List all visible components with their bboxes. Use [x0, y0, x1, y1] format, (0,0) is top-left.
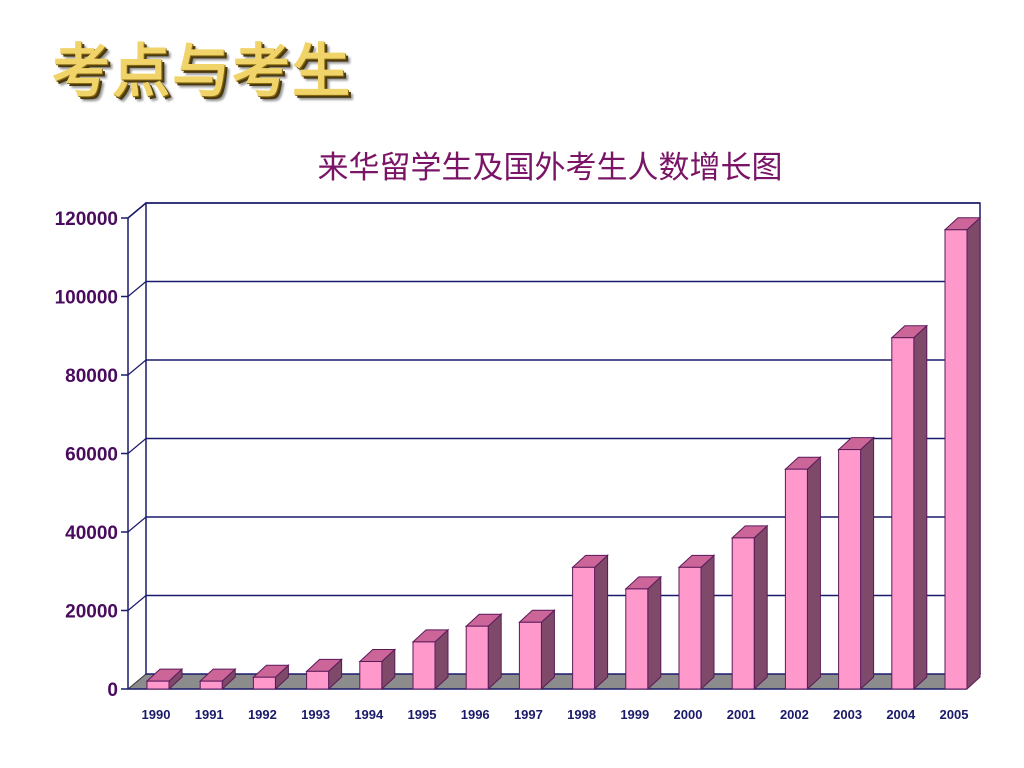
x-tick-label: 2005	[940, 707, 969, 722]
bar-front	[252, 676, 276, 690]
bar-side	[594, 554, 609, 691]
gridline-side	[127, 281, 147, 297]
bar-side	[806, 456, 821, 691]
bar-front	[678, 566, 702, 690]
x-tick-label: 2001	[727, 707, 756, 722]
bar-front	[146, 680, 170, 690]
bar-2000	[677, 554, 716, 691]
left-wall-top	[127, 202, 147, 219]
bar-1990	[145, 668, 184, 691]
x-tick-label: 2003	[833, 707, 862, 722]
x-tick-label: 1994	[354, 707, 384, 722]
bar-side	[700, 554, 715, 691]
bar-side	[487, 613, 502, 691]
bar-1997	[518, 609, 556, 691]
x-tick-label: 2002	[780, 707, 809, 722]
x-tick-labels: 1990 1991 1992 1993 1994 1995 1996 1997 1998 1999…	[142, 707, 969, 722]
bar-side	[753, 524, 768, 691]
x-tick-label: 1996	[461, 707, 490, 722]
bar-front	[838, 449, 862, 690]
bar-side	[913, 324, 928, 691]
bar-front	[199, 680, 223, 690]
bar-front	[784, 468, 808, 690]
bar-2002	[784, 456, 822, 691]
y-tick-label: 40000	[65, 523, 118, 544]
x-tick-label: 2004	[886, 707, 916, 722]
bar-front	[306, 670, 330, 690]
bar-1994	[358, 648, 397, 691]
chart-title: 来华留学生及国外考生人数增长图	[317, 150, 783, 186]
x-tick-label: 1993	[301, 707, 330, 722]
y-tick-label: 0	[107, 680, 118, 701]
x-tick-label: 1998	[567, 707, 596, 722]
bar-1991	[198, 668, 237, 691]
x-tick-label: 1997	[514, 707, 543, 722]
y-tick-labels: 0 20000 40000 60000 80000 100000 120000	[55, 209, 118, 701]
bar-side	[647, 575, 662, 691]
page-heading: 考点与考生	[52, 37, 353, 105]
x-tick-label: 1999	[620, 707, 649, 722]
gridline-side	[127, 595, 147, 611]
bar-side	[860, 436, 875, 691]
bar-1996	[464, 613, 503, 691]
bar-front	[359, 661, 383, 690]
x-tick-label: 1992	[248, 707, 277, 722]
bar-2004	[890, 324, 929, 691]
y-tick-label: 100000	[55, 288, 118, 309]
bar-front	[625, 588, 649, 690]
bar-2001	[730, 524, 769, 691]
y-tick-label: 60000	[65, 445, 118, 466]
bar-1993	[305, 658, 343, 691]
bar-1995	[411, 628, 450, 691]
gridline-side	[127, 516, 147, 533]
bar-front	[412, 641, 436, 690]
bar-1992	[252, 664, 290, 691]
bar-front	[572, 566, 596, 690]
bar-side	[540, 609, 555, 691]
bar-front	[518, 621, 542, 690]
x-tick-label: 1995	[408, 707, 437, 722]
y-tick-label: 80000	[65, 366, 118, 387]
bar-front	[731, 537, 755, 690]
bars	[145, 216, 982, 691]
bar-2005	[943, 216, 982, 691]
bar-1999	[624, 575, 663, 691]
bar-2003	[837, 436, 875, 691]
y-tick-label: 120000	[55, 209, 118, 230]
gridline-side	[127, 359, 147, 376]
bar-front	[465, 625, 489, 690]
x-tick-label: 1991	[195, 707, 224, 722]
bar-front	[944, 229, 968, 690]
bar-side	[966, 216, 981, 691]
x-tick-label: 2000	[674, 707, 703, 722]
bar-front	[891, 337, 915, 690]
gridline-side	[127, 438, 147, 454]
x-tick-label: 1990	[142, 707, 171, 722]
bar-1998	[571, 554, 609, 691]
y-tick-label: 20000	[65, 602, 118, 623]
